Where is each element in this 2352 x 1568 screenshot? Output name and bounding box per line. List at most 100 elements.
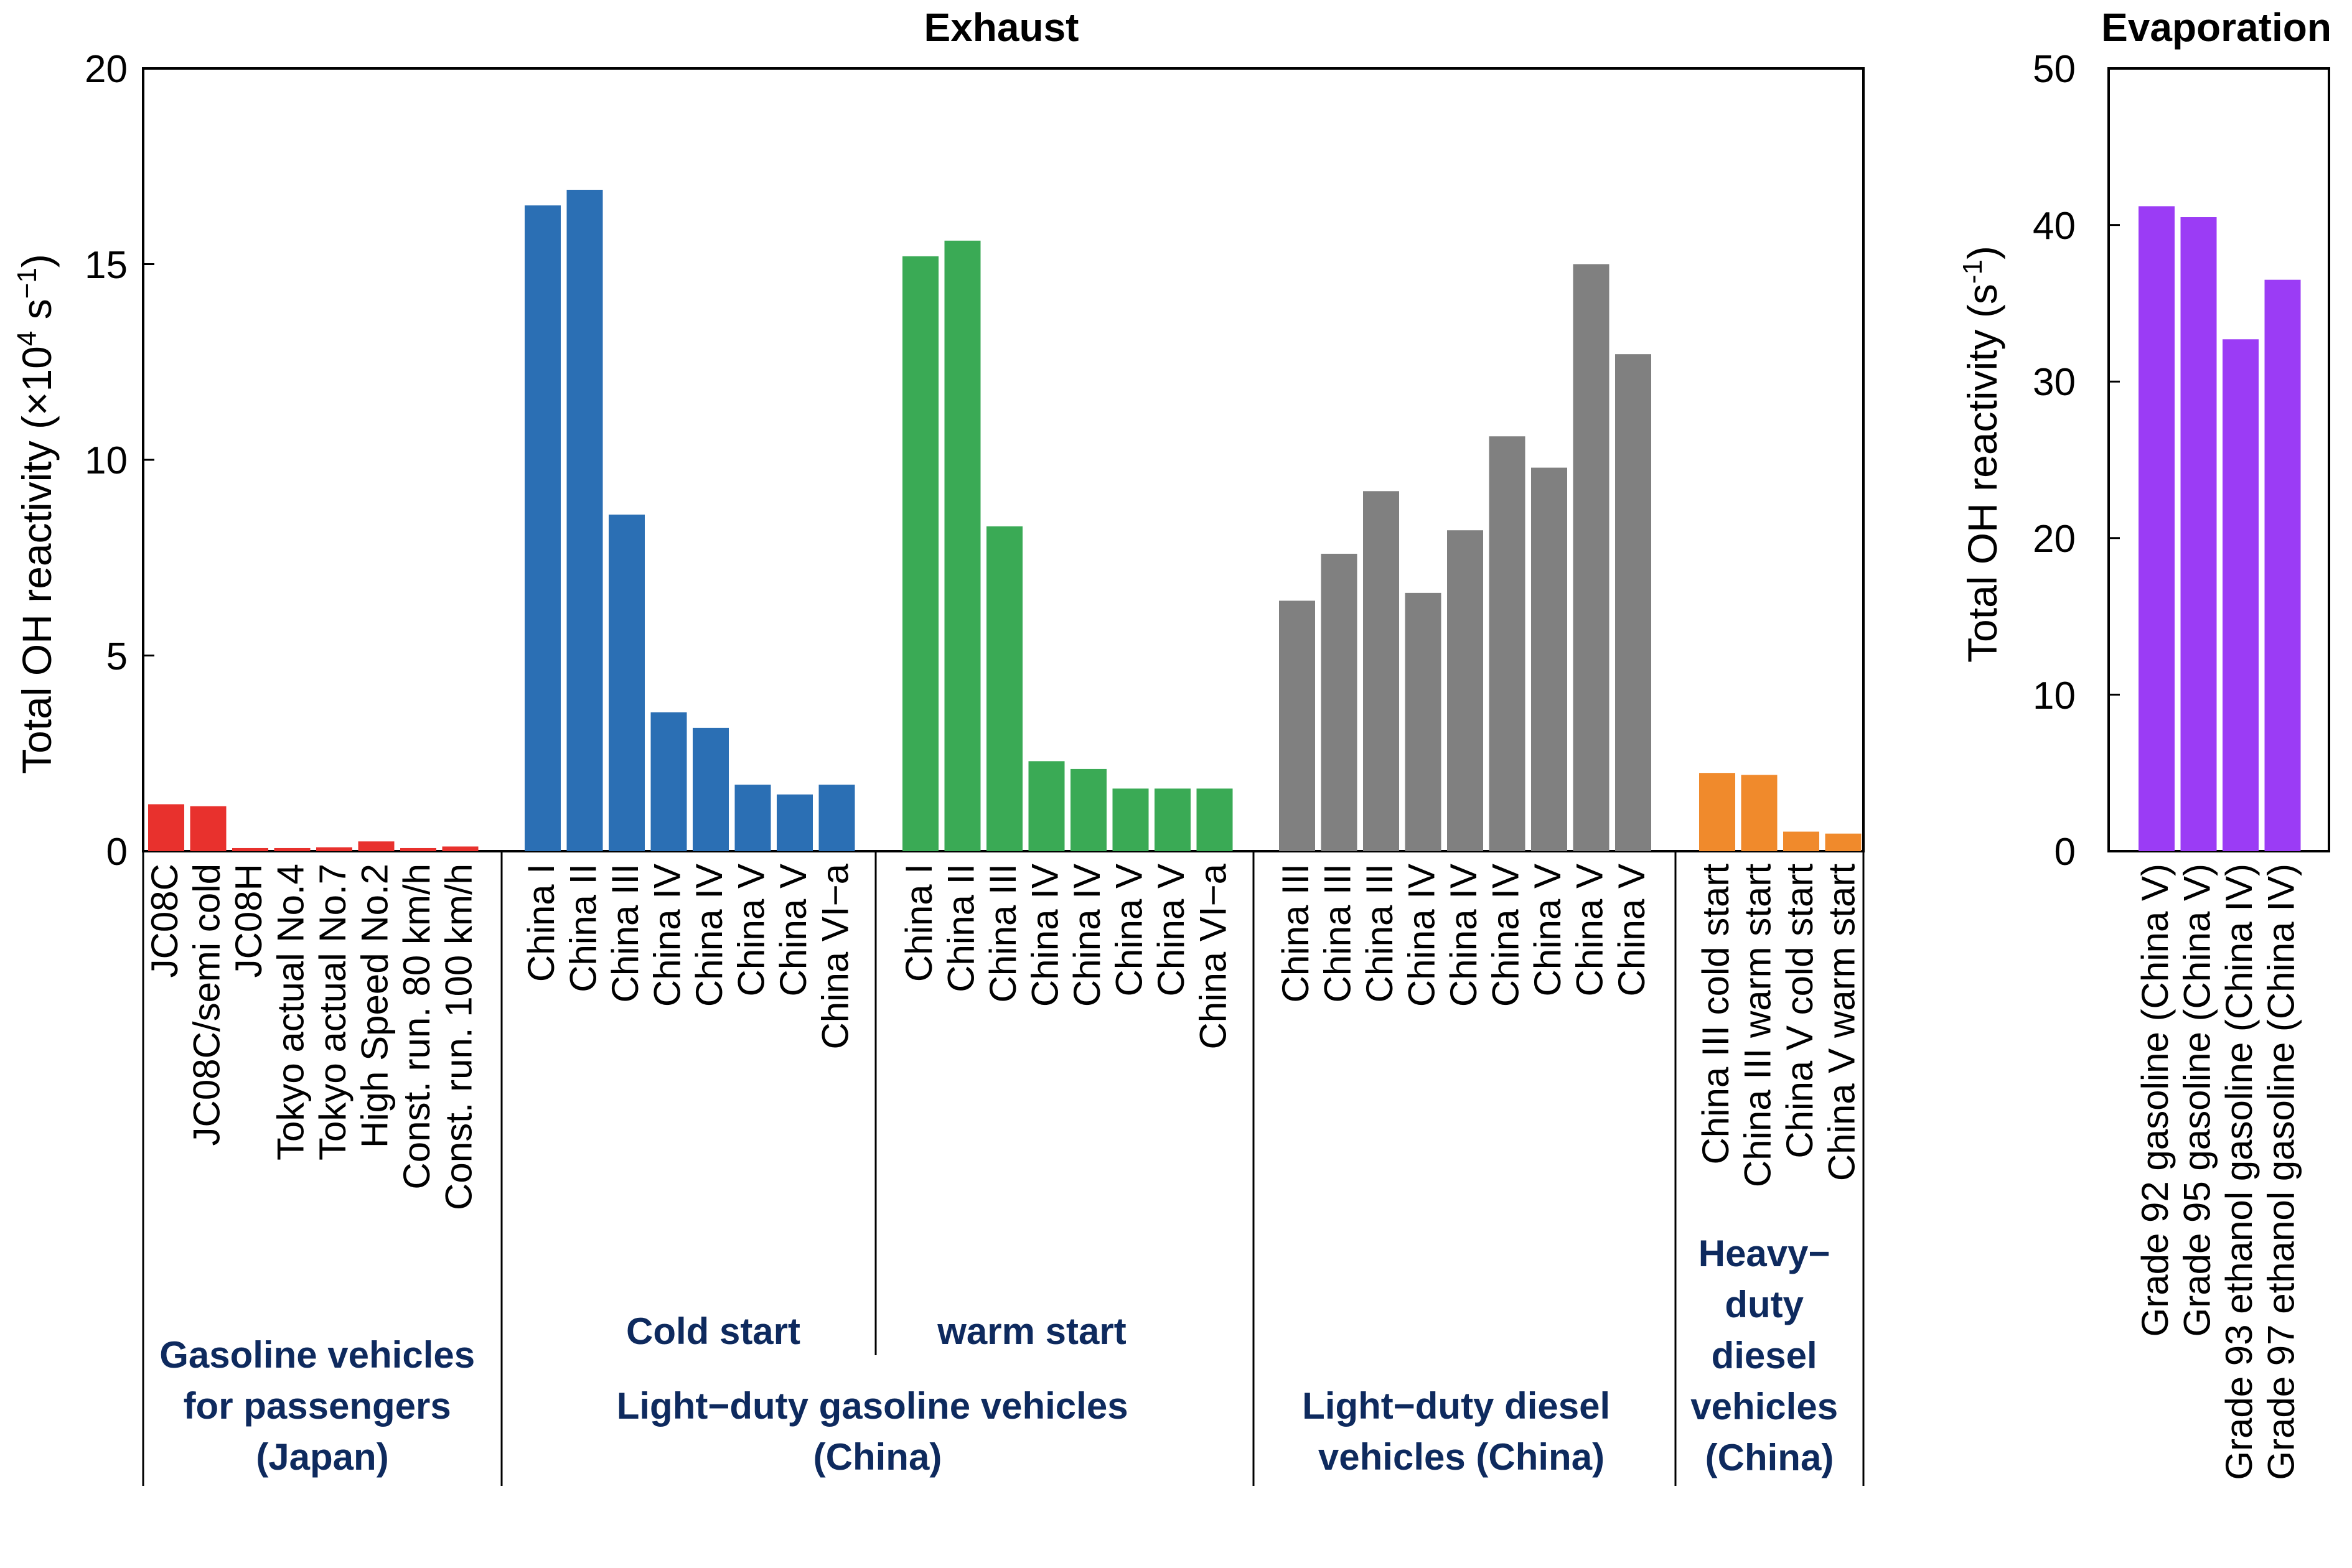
evaporation-bar (2223, 339, 2259, 851)
exhaust-x-tick-label: China V (731, 864, 772, 996)
exhaust-x-tick-label: China V (1527, 864, 1568, 996)
evaporation-y-tick-label: 20 (2033, 518, 2076, 561)
exhaust-x-tick-label: China V warm start (1821, 864, 1863, 1181)
evaporation-x-tick-labels: Grade 92 gasoline (China V) Grade 95 gaso… (2134, 864, 2302, 1480)
evaporation-y-tick-label: 10 (2033, 674, 2076, 717)
exhaust-bar (1489, 436, 1525, 851)
exhaust-bar (1783, 831, 1819, 851)
exhaust-x-tick-label: China III (982, 864, 1024, 1002)
exhaust-bar (902, 256, 939, 851)
group-label-heavy-duty-diesel: Heavy− duty diesel vehicles (China) (1690, 1233, 1848, 1478)
evaporation-y-axis-label: Total OH reactivity (s-1) (1957, 246, 2005, 663)
exhaust-x-tick-label: China III warm start (1737, 864, 1779, 1187)
exhaust-x-tick-label: China V cold start (1779, 864, 1820, 1159)
exhaust-bar (986, 526, 1023, 851)
exhaust-bar (274, 847, 311, 851)
exhaust-bar (190, 806, 227, 851)
exhaust-x-tick-label: China III cold start (1695, 864, 1736, 1165)
exhaust-x-tick-label: JC08C/semi cold (186, 864, 228, 1146)
evaporation-title: Evaporation (2101, 5, 2331, 50)
group-label-warm-start: warm start (937, 1310, 1126, 1352)
exhaust-x-tick-label: China V (772, 864, 814, 996)
evaporation-bar (2264, 279, 2301, 851)
exhaust-bar (944, 240, 981, 851)
exhaust-bar (1279, 600, 1315, 851)
exhaust-x-tick-label: China II (940, 864, 982, 992)
exhaust-bar (1028, 761, 1065, 851)
exhaust-x-tick-label: China I (898, 864, 940, 982)
exhaust-bar (442, 846, 479, 851)
exhaust-x-tick-label: China IV (1066, 864, 1108, 1007)
evaporation-x-tick-label: Grade 97 ethanol gasoline (China IV) (2261, 864, 2302, 1480)
exhaust-bar (566, 189, 603, 851)
group-separators (142, 851, 1865, 1486)
exhaust-y-tick-label: 20 (85, 48, 128, 91)
exhaust-bar (1405, 592, 1441, 851)
evaporation-bars (2139, 206, 2301, 852)
exhaust-bar (525, 205, 561, 851)
exhaust-bar (1112, 788, 1149, 851)
evaporation-y-tick-label: 40 (2033, 205, 2076, 248)
exhaust-bar (1741, 775, 1778, 851)
exhaust-y-tick-label: 15 (85, 244, 128, 287)
evaporation-y-tick-label: 0 (2054, 831, 2076, 874)
exhaust-x-tick-label: JC08H (228, 864, 269, 978)
exhaust-x-tick-label: China IV (1485, 864, 1527, 1007)
exhaust-bar (1155, 788, 1191, 851)
exhaust-y-ticks (143, 67, 154, 852)
exhaust-x-tick-label: China V (1569, 864, 1611, 996)
exhaust-x-tick-label: China IV (688, 864, 730, 1007)
exhaust-x-tick-label: High Speed No.2 (354, 864, 396, 1148)
exhaust-x-tick-label: China I (520, 864, 562, 982)
exhaust-bar (1071, 768, 1107, 851)
exhaust-x-tick-label: China III (604, 864, 646, 1002)
exhaust-x-tick-label: China III (1317, 864, 1359, 1002)
evaporation-plot-frame (2107, 67, 2330, 852)
exhaust-x-tick-label: China IV (1024, 864, 1066, 1007)
exhaust-bar (232, 847, 268, 851)
exhaust-bar (1196, 788, 1233, 851)
exhaust-x-tick-label: China V (1108, 864, 1150, 996)
exhaust-bar (1615, 354, 1651, 851)
exhaust-x-tick-label: China III (1359, 864, 1400, 1002)
exhaust-x-tick-label: Const. run. 80 km/h (396, 864, 438, 1190)
exhaust-x-tick-label: Tokyo actual No.7 (312, 864, 354, 1160)
exhaust-x-tick-label: China VI−a (1192, 863, 1234, 1049)
exhaust-bar (400, 847, 436, 851)
exhaust-bar (316, 847, 352, 851)
exhaust-bar (358, 841, 395, 851)
evaporation-x-tick-label: Grade 92 gasoline (China V) (2134, 864, 2176, 1337)
exhaust-bar (1699, 773, 1735, 851)
evaporation-bar (2139, 206, 2175, 852)
exhaust-x-tick-label: China IV (647, 864, 688, 1007)
exhaust-title: Exhaust (924, 5, 1079, 50)
exhaust-bar (734, 785, 771, 851)
exhaust-bar (777, 794, 813, 851)
exhaust-bar (650, 712, 687, 851)
evaporation-x-tick-label: Grade 93 ethanol gasoline (China IV) (2218, 864, 2260, 1480)
evaporation-y-tick-label: 30 (2033, 361, 2076, 404)
group-label-light-duty-diesel: Light−duty diesel vehicles (China) (1302, 1385, 1621, 1478)
exhaust-x-tick-label: China IV (1401, 864, 1443, 1007)
exhaust-x-tick-label: JC08C (144, 864, 185, 978)
exhaust-y-tick-label: 0 (106, 831, 128, 874)
exhaust-y-tick-label: 10 (85, 439, 128, 482)
exhaust-bar (1531, 467, 1567, 851)
evaporation-panel: Evaporation 0 10 20 30 40 50 Total OH re… (1957, 5, 2331, 1480)
exhaust-bar (818, 785, 855, 851)
exhaust-x-tick-labels: JC08C JC08C/semi cold JC08H Tokyo actual No… (144, 863, 1863, 1210)
exhaust-y-axis-label: Total OH reactivity (×104 s−1) (12, 254, 60, 774)
evaporation-x-tick-label: Grade 95 gasoline (China V) (2176, 864, 2218, 1337)
evaporation-y-tick-labels: 0 10 20 30 40 50 (2033, 48, 2076, 874)
exhaust-bars (148, 189, 1862, 851)
exhaust-x-tick-label: China V (1611, 864, 1652, 996)
exhaust-x-tick-label: China VI−a (815, 863, 856, 1049)
exhaust-bar (148, 804, 184, 851)
evaporation-y-tick-label: 50 (2033, 48, 2076, 91)
exhaust-y-tick-label: 5 (106, 635, 128, 678)
exhaust-bar (693, 727, 729, 851)
exhaust-x-tick-label: Const. run. 100 km/h (438, 864, 480, 1210)
exhaust-y-tick-labels: 0 5 10 15 20 (85, 48, 128, 874)
evaporation-y-ticks (2109, 67, 2120, 852)
